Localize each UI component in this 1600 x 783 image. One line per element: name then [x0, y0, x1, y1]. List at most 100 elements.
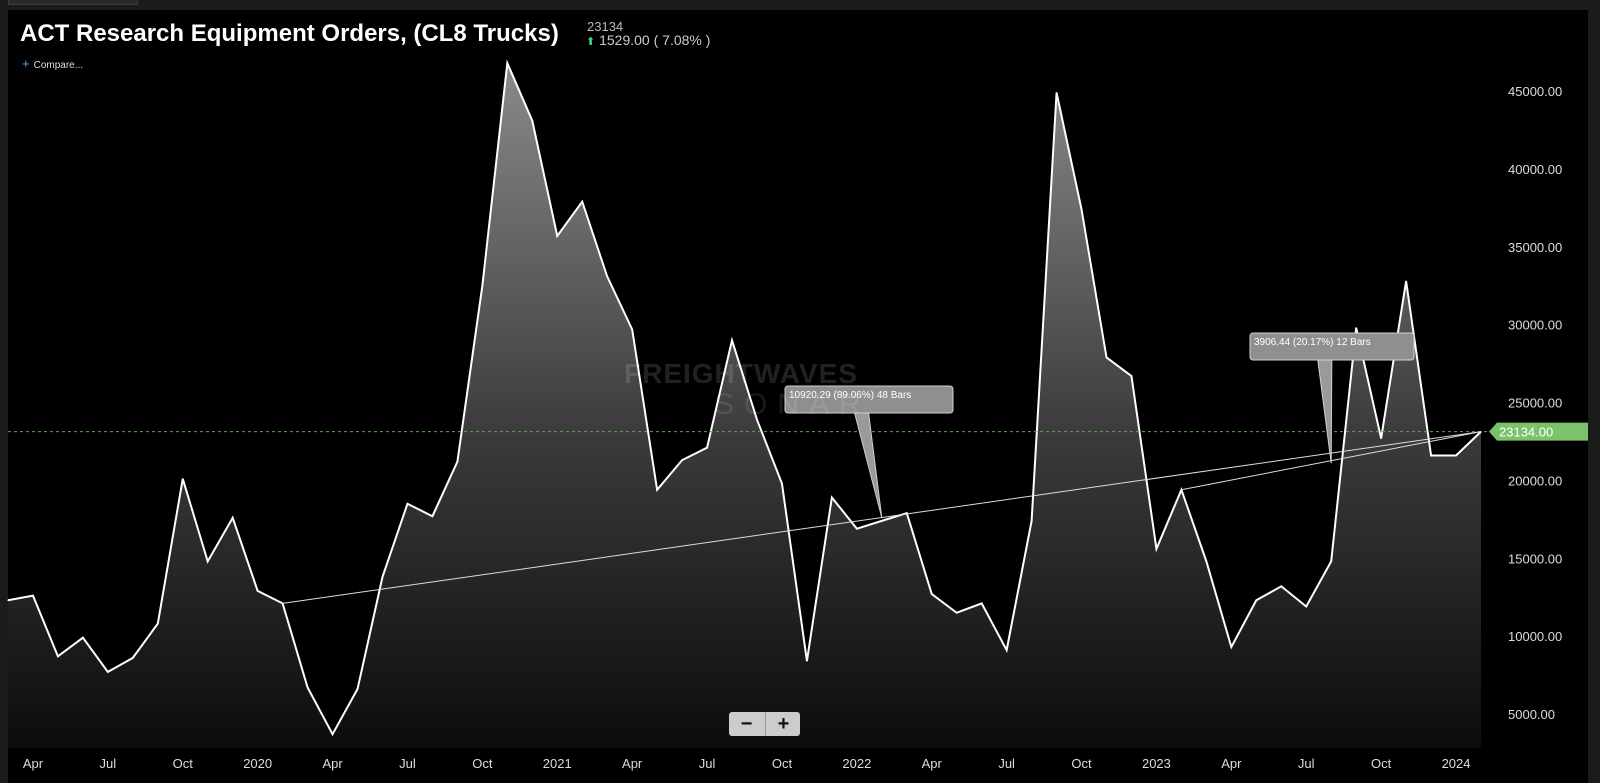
y-tick-label: 35000.00 — [1508, 240, 1562, 255]
data-point — [1455, 454, 1457, 457]
x-tick-label: Apr — [622, 756, 643, 771]
chart-frame-right — [1588, 10, 1600, 783]
data-point — [406, 503, 409, 505]
x-tick-label: Oct — [772, 756, 793, 771]
data-point — [1430, 454, 1432, 457]
data-point — [856, 528, 858, 530]
x-tick-label: 2020 — [243, 756, 272, 771]
data-point — [232, 517, 234, 519]
data-point — [207, 560, 209, 562]
watermark-sub: SONAR — [714, 388, 871, 421]
data-point — [831, 496, 833, 499]
watermark-brand: FREIGHTWAVES — [624, 358, 858, 389]
callout-label: 3906.44 (20.17%) 12 Bars — [1254, 337, 1371, 348]
data-point — [656, 489, 658, 491]
data-point — [506, 62, 508, 64]
y-tick-label: 5000.00 — [1508, 707, 1555, 722]
y-tick-label: 40000.00 — [1508, 162, 1562, 177]
change-value: 1529.00 ( 7.08% ) — [599, 32, 711, 48]
data-point — [806, 660, 808, 662]
data-point — [356, 688, 359, 690]
toolbar-tab[interactable] — [8, 0, 138, 5]
zoom-in-button[interactable]: + — [765, 712, 801, 736]
series-line — [7, 59, 1482, 737]
zoom-controls: − + — [729, 712, 800, 736]
data-point — [182, 478, 184, 480]
y-tick-label: 20000.00 — [1508, 473, 1562, 488]
data-point — [631, 328, 633, 330]
data-point — [1330, 560, 1332, 562]
data-point — [107, 671, 109, 673]
last-value-badge — [1489, 422, 1588, 441]
x-tick-label: Apr — [922, 756, 943, 771]
x-tick-label: Oct — [1371, 756, 1392, 771]
data-point — [731, 339, 733, 341]
data-point — [331, 733, 334, 735]
data-point — [756, 419, 758, 421]
last-value-badge-label: 23134.00 — [1499, 425, 1553, 440]
x-tick-label: 2024 — [1442, 756, 1471, 771]
change-readout: ⬆ 1529.00 ( 7.08% ) — [586, 32, 710, 48]
data-point — [1355, 327, 1357, 329]
chart-frame-left — [0, 10, 8, 783]
x-tick-label: Apr — [322, 756, 343, 771]
chart-title: ACT Research Equipment Orders, (CL8 Truc… — [20, 20, 559, 47]
callout-label: 10920.29 (89.06%) 48 Bars — [789, 390, 911, 401]
data-point — [606, 275, 608, 278]
x-tick-label: Oct — [472, 756, 493, 771]
data-point — [57, 655, 59, 657]
x-tick-label: Jul — [100, 756, 117, 771]
y-tick-label: 30000.00 — [1508, 318, 1562, 333]
data-point — [1130, 375, 1133, 377]
data-point — [1380, 437, 1382, 439]
x-tick-label: Jul — [1298, 756, 1315, 771]
compare-label: Compare... — [33, 60, 84, 71]
x-tick-label: Apr — [1221, 756, 1242, 771]
x-tick-label: Oct — [1071, 756, 1092, 771]
data-point — [456, 461, 458, 463]
data-point — [531, 120, 533, 122]
data-point — [781, 482, 783, 485]
data-point — [32, 595, 34, 597]
data-point — [1205, 560, 1207, 562]
data-point — [381, 576, 384, 578]
data-point — [257, 590, 259, 592]
x-tick-label: 2022 — [842, 756, 871, 771]
x-tick-label: Jul — [699, 756, 716, 771]
data-point — [1055, 92, 1058, 94]
data-point — [881, 520, 883, 522]
series-area — [8, 63, 1481, 748]
data-point — [1155, 548, 1158, 550]
data-point — [981, 602, 983, 605]
data-point — [1006, 649, 1008, 651]
callout-pointer — [1317, 359, 1333, 464]
data-point — [1305, 605, 1307, 608]
x-tick-label: 2021 — [543, 756, 572, 771]
data-point — [1230, 646, 1232, 648]
last-value: 23134 — [587, 19, 624, 34]
callout-box — [1249, 332, 1415, 361]
top-toolbar-strip — [0, 0, 1600, 10]
callout-pointer — [853, 412, 883, 518]
data-point — [306, 686, 309, 689]
up-arrow-icon: ⬆ — [586, 36, 596, 48]
data-point — [7, 599, 9, 601]
compare-button[interactable]: + Compare... — [22, 56, 83, 71]
data-point — [556, 235, 558, 237]
data-point — [1405, 280, 1407, 282]
x-tick-label: Oct — [173, 756, 194, 771]
x-tick-label: 2023 — [1142, 756, 1171, 771]
data-point — [681, 459, 683, 461]
y-tick-label: 10000.00 — [1508, 629, 1562, 644]
data-point — [132, 657, 134, 659]
data-point — [706, 447, 708, 449]
data-point — [1105, 356, 1108, 358]
data-point — [1255, 599, 1257, 601]
plus-icon: + — [22, 56, 30, 71]
data-point — [1080, 208, 1083, 211]
y-tick-label: 25000.00 — [1508, 396, 1562, 411]
data-point — [157, 623, 159, 625]
x-tick-label: Jul — [998, 756, 1015, 771]
zoom-out-button[interactable]: − — [740, 713, 753, 735]
